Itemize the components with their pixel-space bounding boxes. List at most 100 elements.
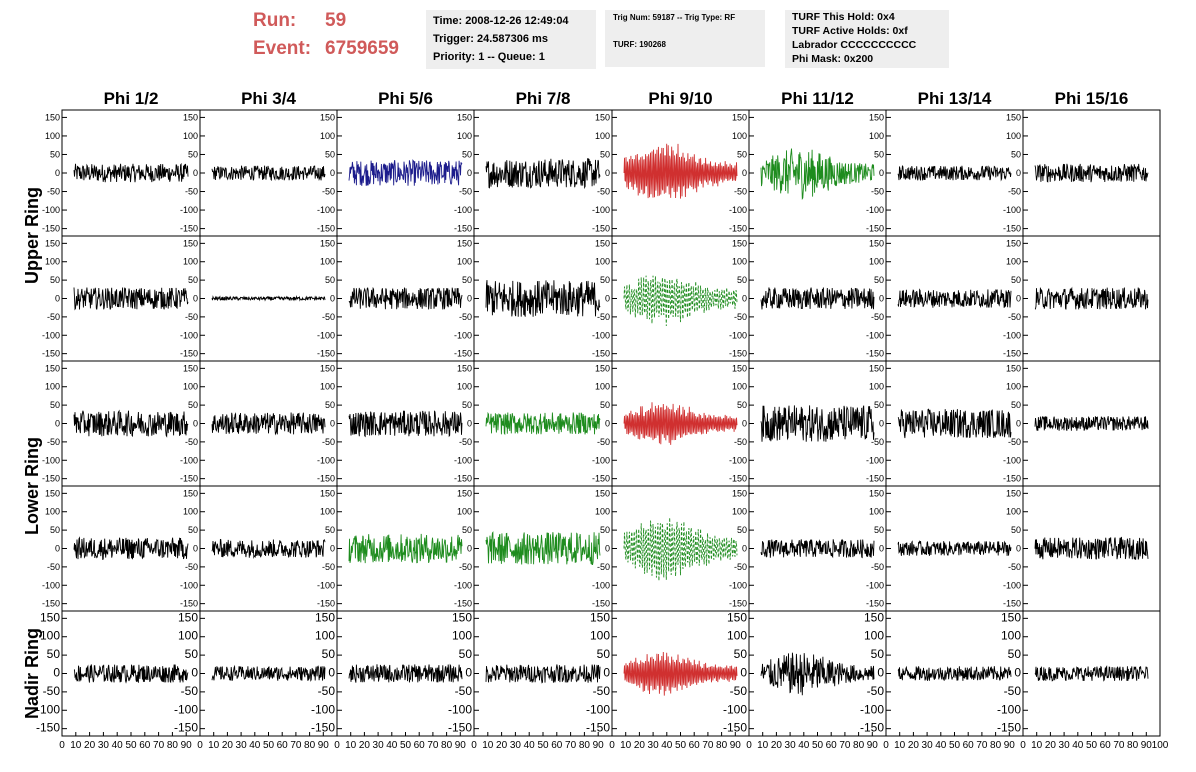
x-tick-label: 0 (883, 740, 889, 751)
y-tick-label: -100 (1003, 205, 1021, 215)
y-tick-label: -150 (1003, 599, 1021, 609)
y-tick-label: 0 (740, 666, 747, 680)
y-tick-label: -150 (42, 349, 60, 359)
y-tick-label: -150 (729, 599, 747, 609)
event-label: Event: (253, 38, 312, 59)
y-tick-label: 50 (185, 647, 199, 661)
y-tick-label: 0 (55, 544, 60, 554)
x-tick-label: 0 (1020, 740, 1026, 751)
y-tick-label: -50 (1008, 187, 1021, 197)
run-label: Run: (253, 10, 297, 31)
y-tick-label: 100 (315, 629, 335, 643)
y-tick-label: 100 (732, 257, 747, 267)
x-tick-label: 10 (208, 740, 220, 751)
x-tick-label: 90 (1004, 740, 1016, 751)
waveform-trace (760, 405, 875, 442)
x-tick-label: 70 (839, 740, 851, 751)
waveform-trace (623, 143, 738, 199)
y-tick-label: -100 (454, 580, 472, 590)
y-tick-label: 50 (600, 275, 610, 285)
y-tick-label: 50 (325, 400, 335, 410)
x-tick-label: 30 (373, 740, 385, 751)
x-tick-label: 80 (853, 740, 865, 751)
y-tick-label: -50 (181, 684, 199, 698)
y-tick-label: 150 (869, 238, 884, 248)
y-tick-label: 150 (595, 238, 610, 248)
y-tick-label: -150 (317, 599, 335, 609)
row-title: Upper Ring (22, 187, 42, 284)
y-tick-label: 100 (590, 629, 610, 643)
x-tick-label: 60 (277, 740, 289, 751)
y-tick-label: -100 (42, 580, 60, 590)
y-tick-label: 100 (595, 507, 610, 517)
x-tick-label: 70 (290, 740, 302, 751)
turf-info-box: TURF This Hold: 0x4 TURF Active Holds: 0… (785, 10, 949, 68)
y-tick-label: 50 (50, 149, 60, 159)
y-tick-label: -150 (592, 349, 610, 359)
y-tick-label: 100 (1006, 507, 1021, 517)
y-tick-label: -50 (734, 187, 747, 197)
y-tick-label: 0 (330, 419, 335, 429)
y-tick-label: 150 (457, 488, 472, 498)
y-tick-label: 150 (45, 488, 60, 498)
y-tick-label: 0 (1016, 544, 1021, 554)
y-tick-label: 100 (320, 382, 335, 392)
y-tick-label: 150 (864, 610, 884, 624)
x-tick-label: 60 (963, 740, 975, 751)
x-tick-label: 0 (746, 740, 752, 751)
y-tick-label: -50 (1008, 312, 1021, 322)
y-tick-label: -150 (311, 721, 335, 735)
column-title: Phi 5/6 (378, 89, 433, 108)
y-tick-label: -100 (1003, 580, 1021, 590)
x-tick-label: 40 (249, 740, 261, 751)
x-tick-label: 40 (386, 740, 398, 751)
y-tick-label: 0 (605, 168, 610, 178)
y-tick-label: -50 (322, 187, 335, 197)
y-tick-label: -150 (180, 224, 198, 234)
y-tick-label: -50 (1008, 437, 1021, 447)
x-tick-label: 70 (1113, 740, 1125, 751)
y-tick-label: 0 (330, 544, 335, 554)
x-tick-label: 20 (359, 740, 371, 751)
y-tick-label: 0 (193, 544, 198, 554)
y-tick-label: 150 (457, 112, 472, 122)
x-tick-label: 50 (537, 740, 549, 751)
y-tick-label: 0 (1016, 294, 1021, 304)
x-tick-label: 90 (181, 740, 193, 751)
y-tick-label: -150 (317, 349, 335, 359)
turf-line: TURF: 190268 (613, 40, 666, 49)
waveform-trace (760, 287, 875, 310)
y-tick-label: 100 (1006, 257, 1021, 267)
y-tick-label: 50 (50, 400, 60, 410)
column-title: Phi 7/8 (516, 89, 571, 108)
waveform-trace (760, 538, 875, 559)
y-tick-label: 0 (605, 294, 610, 304)
y-tick-label: 100 (320, 131, 335, 141)
waveform-trace (1034, 286, 1149, 310)
y-tick-label: 0 (193, 294, 198, 304)
y-tick-label: 150 (1001, 610, 1021, 624)
x-tick-label: 50 (675, 740, 687, 751)
x-tick-label: 20 (634, 740, 646, 751)
y-tick-label: 100 (45, 257, 60, 267)
y-tick-label: 0 (465, 666, 472, 680)
waveform-trace (897, 665, 1012, 681)
time-info-box: Time: 2008-12-26 12:49:04 Trigger: 24.58… (426, 10, 596, 69)
x-tick-label: 10 (345, 740, 357, 751)
waveform-trace (485, 664, 601, 684)
y-tick-label: 50 (600, 400, 610, 410)
y-tick-label: -50 (459, 187, 472, 197)
y-tick-label: 150 (178, 610, 198, 624)
y-tick-label: -100 (42, 455, 60, 465)
y-tick-label: -100 (311, 702, 335, 716)
y-tick-label: 150 (732, 488, 747, 498)
priority-line: Priority: 1 -- Queue: 1 (433, 51, 545, 63)
y-tick-label: -100 (860, 702, 884, 716)
y-tick-label: -100 (1003, 330, 1021, 340)
y-tick-label: -100 (317, 580, 335, 590)
y-tick-label: 150 (183, 238, 198, 248)
y-tick-label: 100 (1006, 131, 1021, 141)
y-tick-label: 100 (864, 629, 884, 643)
x-tick-label: 70 (565, 740, 577, 751)
